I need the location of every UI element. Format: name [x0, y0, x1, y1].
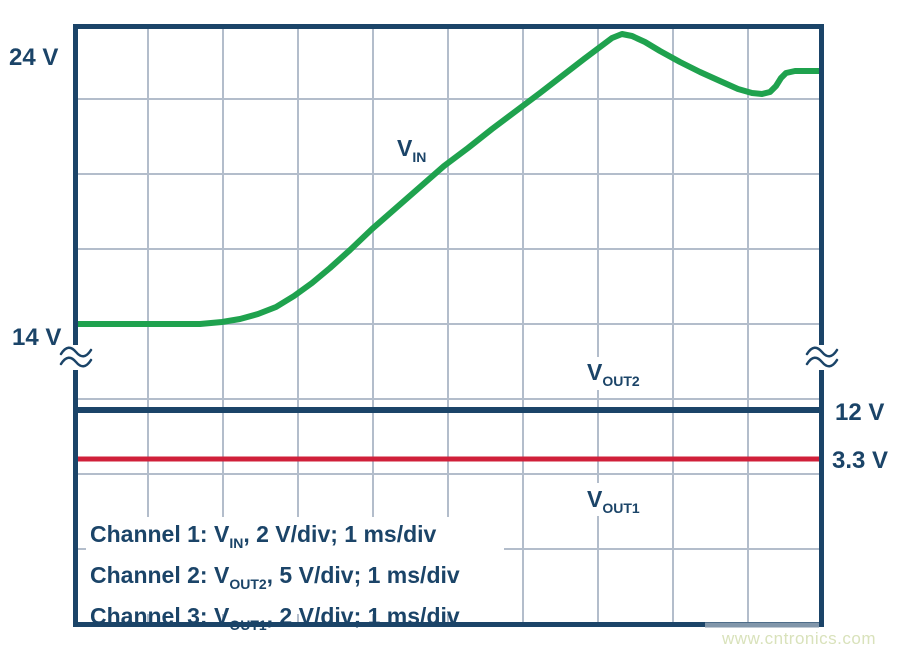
vout2-label-sub: OUT2: [602, 373, 640, 389]
axis-break-left-icon: [59, 345, 93, 370]
axis-label-24v: 24 V: [9, 44, 59, 71]
axis-break-right-icon: [805, 345, 839, 370]
vout1-label-sub: OUT1: [602, 500, 640, 516]
axis-label-14v: 14 V: [12, 324, 62, 351]
vin-trace-label: VIN: [397, 135, 427, 165]
vout2-label-main: V: [587, 359, 603, 385]
axis-label-3v3: 3.3 V: [832, 447, 889, 474]
border-gray-segment: [705, 622, 819, 628]
legend-line-channel1: Channel 1: VIN, 2 V/div; 1 ms/div: [90, 521, 437, 551]
vout2-trace-label: VOUT2: [587, 359, 640, 389]
grid: [78, 29, 819, 622]
axis-label-12v: 12 V: [835, 399, 885, 426]
vout1-label-background: [583, 483, 657, 516]
vin-trace: [75, 31, 823, 327]
watermark: www.cntronics.com: [722, 629, 876, 648]
vout1-label-main: V: [587, 486, 603, 512]
label-masks: [86, 357, 659, 614]
legend-line-channel2: Channel 2: VOUT2, 5 V/div; 1 ms/div: [90, 562, 460, 592]
vin-label-sub: IN: [412, 149, 427, 165]
plot-border: [73, 24, 824, 627]
legend-background: [86, 517, 504, 614]
channel-legend: Channel 1: VIN, 2 V/div; 1 ms/div Channe…: [90, 518, 460, 641]
legend-line-channel3: Channel 3: VOUT1, 2 V/div; 1 ms/div: [90, 603, 460, 633]
vout1-trace-label: VOUT1: [587, 486, 640, 516]
vin-label-main: V: [397, 135, 413, 161]
vout2-label-background: [583, 357, 659, 390]
